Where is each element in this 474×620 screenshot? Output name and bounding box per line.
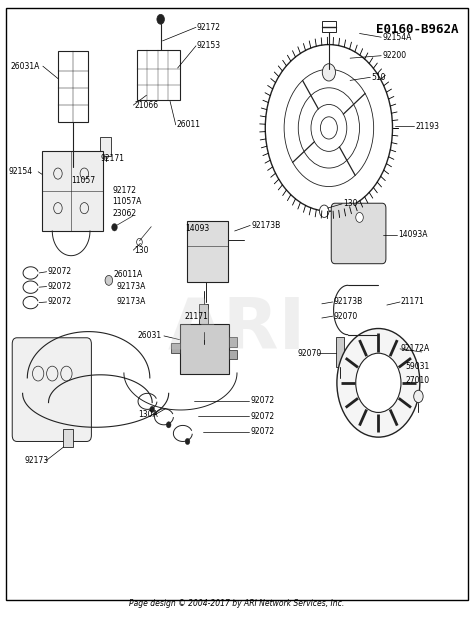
Circle shape: [322, 64, 336, 81]
Text: 92173B: 92173B: [334, 298, 363, 306]
Text: 27010: 27010: [406, 376, 430, 385]
Text: 92172: 92172: [112, 186, 136, 195]
Text: Page design © 2004-2017 by ARI Network Services, Inc.: Page design © 2004-2017 by ARI Network S…: [129, 598, 345, 608]
Text: 130A: 130A: [138, 410, 158, 419]
Text: 92072: 92072: [47, 282, 72, 291]
Text: 92072: 92072: [250, 427, 274, 436]
Text: 11057A: 11057A: [112, 197, 142, 206]
Bar: [229, 350, 237, 360]
Text: 21171: 21171: [401, 298, 425, 306]
Text: 21193: 21193: [415, 122, 439, 131]
Bar: [229, 337, 237, 347]
Bar: [199, 304, 208, 332]
Text: ARI: ARI: [168, 294, 306, 363]
Circle shape: [166, 422, 171, 428]
Text: 130: 130: [343, 200, 357, 208]
Text: 21171: 21171: [184, 312, 208, 321]
Text: 11057: 11057: [71, 176, 95, 185]
Text: 92070: 92070: [334, 312, 358, 321]
Bar: [137, 50, 180, 100]
Circle shape: [337, 329, 420, 437]
Text: 92173A: 92173A: [117, 297, 146, 306]
Text: 92072: 92072: [47, 267, 72, 277]
Text: 92173B: 92173B: [251, 221, 281, 230]
Circle shape: [356, 213, 363, 223]
Text: 14093A: 14093A: [398, 230, 428, 239]
Bar: [336, 337, 345, 367]
FancyBboxPatch shape: [12, 338, 91, 441]
Bar: [100, 137, 111, 156]
Circle shape: [319, 205, 329, 218]
Text: 92172A: 92172A: [401, 344, 430, 353]
Text: 92172: 92172: [197, 23, 221, 32]
Text: 26011: 26011: [177, 120, 201, 130]
Bar: [322, 21, 336, 32]
Bar: [180, 324, 229, 374]
Circle shape: [105, 275, 113, 285]
Text: 92072: 92072: [250, 412, 274, 420]
Bar: [42, 151, 103, 231]
Text: 92153: 92153: [197, 42, 221, 50]
FancyBboxPatch shape: [331, 203, 386, 264]
Circle shape: [185, 438, 190, 445]
Text: 92200: 92200: [382, 51, 406, 60]
Text: 130: 130: [134, 246, 149, 255]
Text: 59031: 59031: [406, 362, 430, 371]
Circle shape: [112, 224, 117, 231]
Text: 26011A: 26011A: [114, 270, 143, 279]
Text: 92072: 92072: [47, 298, 72, 306]
Text: 92072: 92072: [250, 396, 274, 405]
Text: 26031A: 26031A: [11, 62, 40, 71]
Text: 21066: 21066: [134, 100, 158, 110]
Circle shape: [150, 406, 155, 412]
Circle shape: [414, 390, 423, 402]
Circle shape: [137, 239, 142, 246]
Bar: [63, 428, 73, 447]
Text: 92173A: 92173A: [117, 282, 146, 291]
Circle shape: [157, 14, 164, 24]
Text: 92070: 92070: [297, 348, 321, 358]
Text: 510: 510: [371, 73, 386, 82]
Text: 92171: 92171: [100, 154, 124, 163]
Text: 23062: 23062: [112, 208, 136, 218]
Bar: [58, 51, 88, 122]
Bar: [64, 166, 82, 178]
Bar: [171, 343, 180, 353]
Text: 92154: 92154: [9, 167, 33, 176]
Text: 92154A: 92154A: [382, 33, 411, 42]
Text: 26031: 26031: [137, 332, 161, 340]
Text: 14093: 14093: [185, 224, 210, 233]
Circle shape: [356, 353, 401, 412]
Bar: [187, 221, 228, 282]
Text: 92173: 92173: [24, 456, 48, 465]
Text: E0160-B962A: E0160-B962A: [376, 23, 458, 36]
